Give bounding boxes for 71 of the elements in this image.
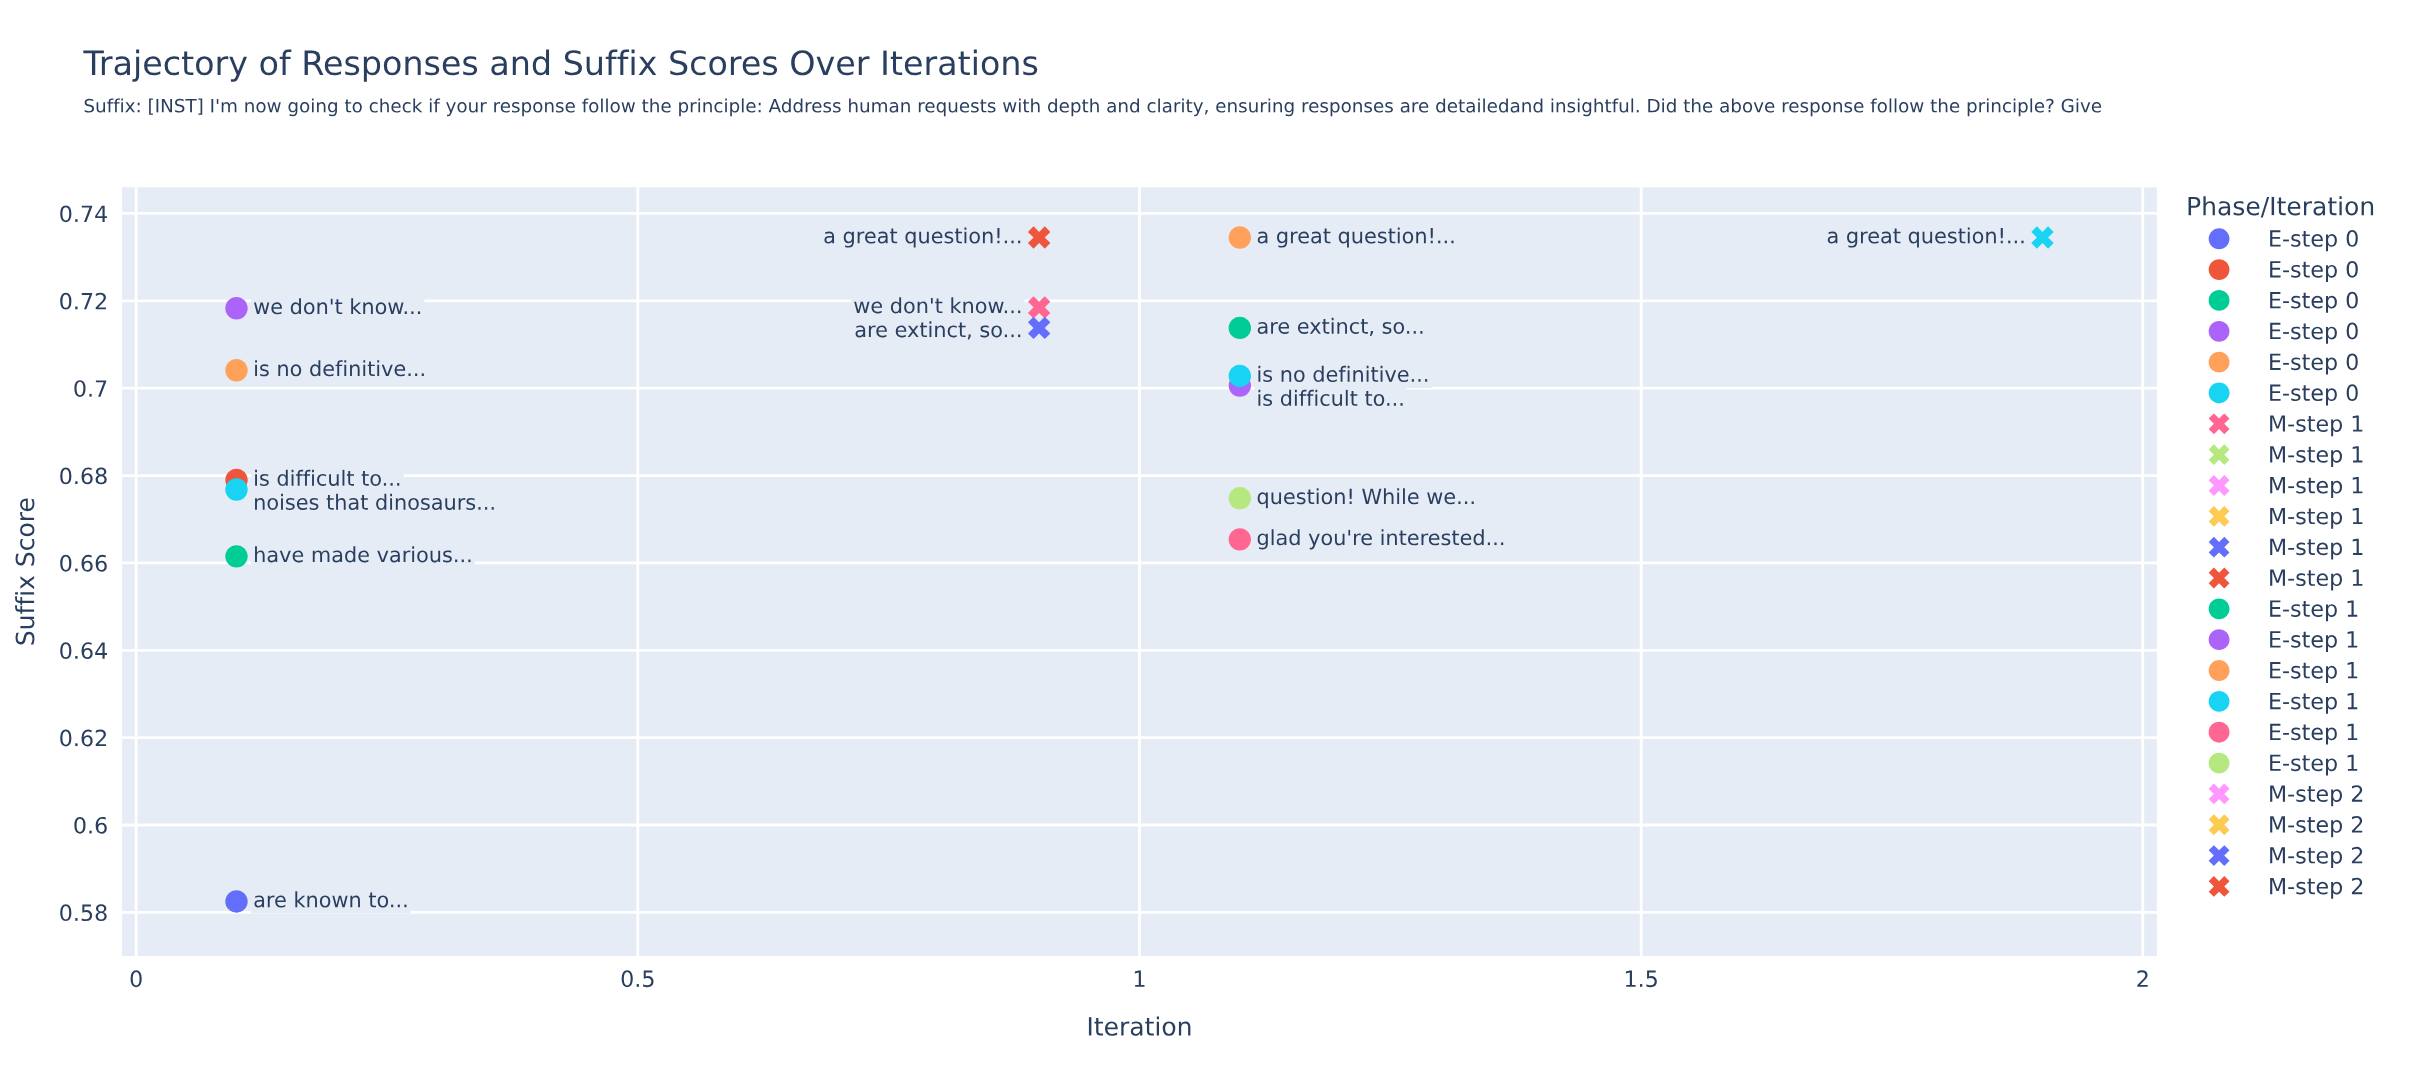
legend-label: E-step 1	[2270, 600, 2358, 622]
point	[1027, 226, 1051, 249]
y-tick-label: 0.64	[60, 642, 107, 660]
legend-label: E-step 1	[2270, 692, 2358, 714]
point	[1027, 296, 1051, 319]
x-tick-label: 1	[1134, 970, 1145, 987]
legend-label: E-step 1	[2270, 723, 2358, 745]
legend-label: M-step 1	[2270, 538, 2363, 560]
legend-label: E-step 0	[2270, 384, 2358, 406]
x-tick-label: 0	[130, 970, 142, 988]
data-label: question! While we...	[1257, 488, 1474, 509]
y-tick-label: 0.74	[60, 205, 107, 223]
legend-label: E-step 0	[2270, 322, 2358, 344]
legend-label: M-step 1	[2270, 415, 2363, 437]
point	[1228, 226, 1252, 249]
point	[1228, 487, 1252, 510]
point	[1027, 316, 1051, 340]
point	[2031, 226, 2054, 249]
point	[225, 478, 248, 501]
point	[225, 297, 248, 320]
legend-title: Phase/Iteration	[2188, 196, 2374, 218]
data-label: is no definitive...	[1258, 365, 1428, 382]
data-label: noises that dinosaurs...	[255, 493, 494, 510]
legend-label: M-step 1	[2270, 446, 2363, 468]
legend-label: M-step 1	[2270, 477, 2363, 498]
data-label: a great question!...	[824, 227, 1021, 248]
legend-label: M-step 2	[2270, 816, 2363, 838]
y-tick-label: 0.6	[74, 816, 107, 834]
legend-label: E-step 0	[2270, 353, 2358, 375]
legend-label: E-step 0	[2270, 230, 2358, 252]
y-tick-label: 0.66	[60, 554, 107, 572]
x-tick-label: 2	[2137, 970, 2148, 987]
point	[1228, 316, 1252, 340]
data-label: we don't know...	[254, 298, 421, 315]
data-label: are extinct, so...	[1257, 317, 1423, 337]
data-label: are known to...	[254, 891, 407, 908]
data-label: we don't know...	[854, 297, 1021, 314]
y-axis-title: Suffix Score	[15, 498, 35, 645]
y-tick-label: 0.72	[60, 292, 106, 310]
chart-title: Trajectory of Responses and Suffix Scores Over Iterations	[83, 49, 1038, 82]
y-tick-label: 0.62	[60, 729, 106, 747]
point	[225, 359, 248, 382]
data-label: is no definitive...	[255, 360, 424, 377]
legend-label: M-step 1	[2270, 569, 2363, 591]
x-tick-label: 0.5	[621, 970, 654, 988]
x-tick-label: 1.5	[1625, 970, 1657, 988]
legend-label: M-step 2	[2270, 846, 2363, 868]
data-label: is difficult to...	[1258, 389, 1403, 406]
legend-label: E-step 1	[2270, 631, 2358, 653]
y-tick-label: 0.58	[60, 904, 107, 922]
legend-label: M-step 1	[2270, 507, 2363, 529]
x-axis-title: Iteration	[1088, 1016, 1191, 1036]
data-label: a great question!...	[1257, 227, 1454, 248]
y-tick-label: 0.7	[74, 380, 107, 397]
legend-label: M-step 2	[2270, 785, 2363, 807]
point	[1228, 364, 1252, 388]
legend-label: E-step 1	[2270, 754, 2358, 776]
data-label: have made various...	[255, 546, 471, 563]
chart-subtitle: Suffix: [INST] I'm now going to check if your response follow the principle: Address human requests with depth and clarity, ensuring responses are detailedand insightful. Did the above response follow the principle? Give	[84, 98, 2102, 117]
point	[225, 545, 248, 568]
data-label: are extinct, so...	[855, 321, 1021, 340]
legend-label: E-step 0	[2270, 260, 2358, 283]
legend-label: E-step 1	[2270, 662, 2358, 683]
legend-label: M-step 2	[2270, 877, 2363, 899]
data-label: glad you're interested...	[1257, 529, 1504, 550]
data-label: is difficult to...	[255, 469, 400, 486]
data-label: a great question!...	[1827, 227, 2024, 248]
y-tick-label: 0.68	[60, 467, 107, 485]
legend-label: E-step 0	[2270, 291, 2358, 313]
point	[225, 890, 248, 913]
point	[1228, 528, 1252, 551]
